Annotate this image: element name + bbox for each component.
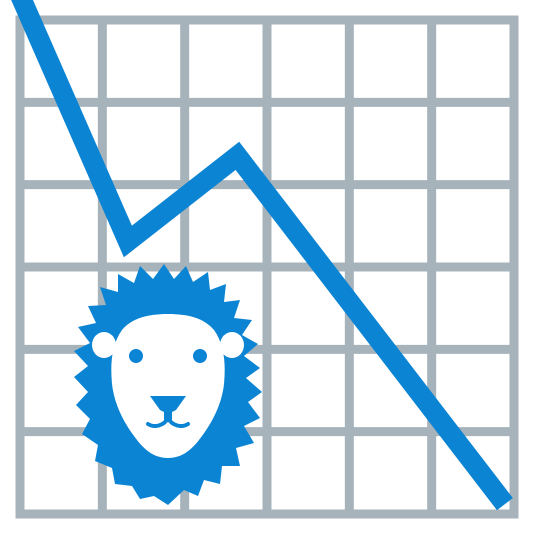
lion-mouth xyxy=(146,416,190,428)
lion-eye-left xyxy=(129,349,143,363)
lion-nose xyxy=(150,396,186,420)
lion-ear-left xyxy=(92,332,116,358)
lion-head-icon xyxy=(74,264,262,505)
downward-trend-line xyxy=(11,0,513,511)
lion-eye-right xyxy=(193,349,207,363)
lion-ear-right xyxy=(220,332,244,358)
lion-face xyxy=(111,314,225,458)
